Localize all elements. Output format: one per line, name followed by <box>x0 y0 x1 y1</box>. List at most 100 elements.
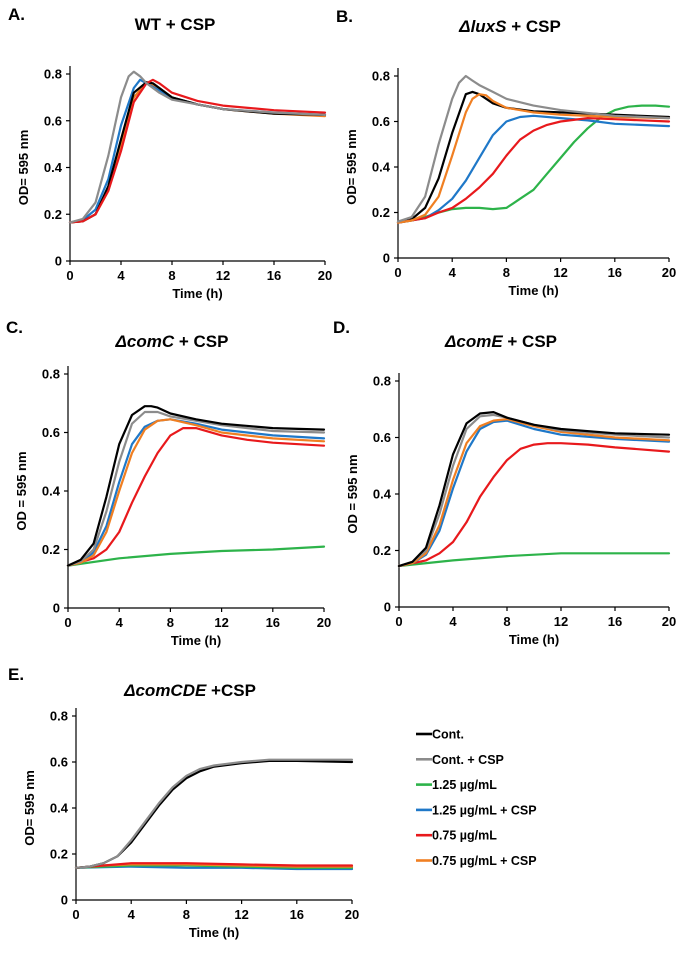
series-line-cont-csp <box>396 74 671 223</box>
y-tick-label: 0.2 <box>372 205 390 220</box>
series-line-1-25-g-ml <box>397 552 671 568</box>
x-tick-label: 0 <box>66 268 73 283</box>
y-tick-label: 0.6 <box>373 430 391 445</box>
legend-label: 1.25 µg/mL + CSP <box>432 803 537 817</box>
series-line-cont-csp <box>66 410 326 567</box>
series-line-0-75-g-ml-csp <box>396 93 671 224</box>
legend-label: 1.25 µg/mL <box>432 778 497 792</box>
y-tick-label: 0.8 <box>50 709 68 724</box>
panel-b: B. ΔluxS + CSP 0 0.2 0.4 0.6 0.8 0 4 8 12 16 20 Time … <box>336 7 676 298</box>
series-line-cont <box>397 411 671 568</box>
x-tick-label: 0 <box>394 265 401 280</box>
y-tick-label: 0 <box>383 251 390 266</box>
x-tick-label: 4 <box>128 907 136 922</box>
y-tick-label: 0 <box>53 601 60 616</box>
legend-label: Cont. <box>432 728 464 742</box>
x-tick-label: 12 <box>234 907 248 922</box>
legend-label: 0.75 µg/mL <box>432 829 497 843</box>
x-tick-label: 4 <box>449 265 457 280</box>
y-tick-label: 0.8 <box>373 374 391 389</box>
x-tick-label: 12 <box>553 265 567 280</box>
y-tick-label: 0.4 <box>373 487 392 502</box>
series-line-cont <box>66 405 326 567</box>
x-tick-label: 4 <box>116 615 124 630</box>
panel-letter: D. <box>333 318 350 337</box>
series-line-1-25-g-ml-csp <box>66 418 326 567</box>
panel-title: ΔcomCDE +CSP <box>123 681 256 700</box>
series-line-0-75-g-ml-csp <box>66 418 326 567</box>
y-tick-label: 0 <box>55 254 62 269</box>
y-tick-label: 0.2 <box>44 207 62 222</box>
legend: Cont. Cont. + CSP 1.25 µg/mL 1.25 µg/mL + C… <box>416 728 537 868</box>
x-tick-label: 8 <box>503 614 510 629</box>
panel-d: D. ΔcomE + CSP 0 0.2 0.4 0.6 0.8 0 4 8 12 16 20 Time … <box>333 318 676 647</box>
x-tick-label: 8 <box>503 265 510 280</box>
y-tick-label: 0.2 <box>42 542 60 557</box>
x-tick-label: 16 <box>267 268 281 283</box>
series-line-1-25-g-ml <box>66 545 326 567</box>
series-line-0-75-g-ml-csp <box>397 418 671 568</box>
series-line-cont <box>396 90 671 224</box>
series-line-0-75-g-ml <box>74 862 354 869</box>
x-axis-label: Time (h) <box>509 632 559 647</box>
series-line-0-75-g-ml <box>66 427 326 567</box>
y-axis-label: OD= 595 nm <box>16 130 31 206</box>
x-axis-label: Time (h) <box>172 286 222 301</box>
x-axis-label: Time (h) <box>171 633 221 648</box>
y-tick-label: 0 <box>384 600 391 615</box>
y-tick-label: 0 <box>61 893 68 908</box>
panel-letter: E. <box>8 665 24 684</box>
series-line-cont-csp <box>74 758 354 869</box>
x-tick-label: 4 <box>449 614 457 629</box>
y-tick-label: 0.4 <box>372 160 391 175</box>
panel-title: ΔcomE + CSP <box>444 332 557 351</box>
y-tick-label: 0.6 <box>44 113 62 128</box>
y-tick-label: 0.4 <box>44 160 63 175</box>
x-axis-label: Time (h) <box>508 283 558 298</box>
x-tick-label: 16 <box>266 615 280 630</box>
y-axis-label: OD = 595 nm <box>345 454 360 533</box>
series-line-1-25-g-ml-csp <box>397 419 671 568</box>
x-tick-label: 20 <box>318 268 332 283</box>
x-tick-label: 16 <box>608 265 622 280</box>
y-tick-label: 0.8 <box>372 69 390 84</box>
series-line-cont-csp <box>68 70 327 224</box>
panel-title: WT + CSP <box>135 15 216 34</box>
panel-e: E. ΔcomCDE +CSP 0 0.2 0.4 0.6 0.8 0 4 8 12 16 20 Time… <box>8 665 359 940</box>
series-line-1-25-g-ml-csp <box>396 114 671 224</box>
y-axis-label: OD = 595 nm <box>14 451 29 530</box>
x-tick-label: 0 <box>395 614 402 629</box>
y-tick-label: 0.6 <box>42 425 60 440</box>
series-line-0-75-g-ml <box>397 442 671 568</box>
y-axis-label: OD= 595 nm <box>22 770 37 846</box>
legend-label: 0.75 µg/mL + CSP <box>432 854 537 868</box>
series-line-0-75-g-ml <box>396 116 671 224</box>
y-tick-label: 0.8 <box>42 367 60 382</box>
panel-letter: A. <box>8 5 25 24</box>
x-tick-label: 20 <box>662 614 676 629</box>
x-tick-label: 12 <box>554 614 568 629</box>
x-tick-label: 0 <box>72 907 79 922</box>
y-tick-label: 0.6 <box>372 114 390 129</box>
y-tick-label: 0.6 <box>50 755 68 770</box>
x-axis-label: Time (h) <box>189 925 239 940</box>
panel-title: ΔluxS + CSP <box>458 17 561 36</box>
x-tick-label: 12 <box>214 615 228 630</box>
panel-letter: C. <box>6 318 23 337</box>
panel-title: ΔcomC + CSP <box>115 332 229 351</box>
x-tick-label: 16 <box>608 614 622 629</box>
x-tick-label: 20 <box>662 265 676 280</box>
x-tick-label: 8 <box>183 907 190 922</box>
y-axis-label: OD= 595 nm <box>344 129 359 205</box>
x-tick-label: 4 <box>117 268 125 283</box>
x-tick-label: 12 <box>216 268 230 283</box>
y-tick-label: 0.4 <box>50 801 69 816</box>
series-line-0-75-g-ml <box>68 78 327 224</box>
panel-c: C. ΔcomC + CSP 0 0.2 0.4 0.6 0.8 0 4 8 12 16 20 Time … <box>6 318 331 648</box>
x-tick-label: 0 <box>64 615 71 630</box>
legend-label: Cont. + CSP <box>432 753 504 767</box>
x-tick-label: 16 <box>290 907 304 922</box>
series-line-1-25-g-ml <box>396 104 671 224</box>
y-tick-label: 0.8 <box>44 67 62 82</box>
